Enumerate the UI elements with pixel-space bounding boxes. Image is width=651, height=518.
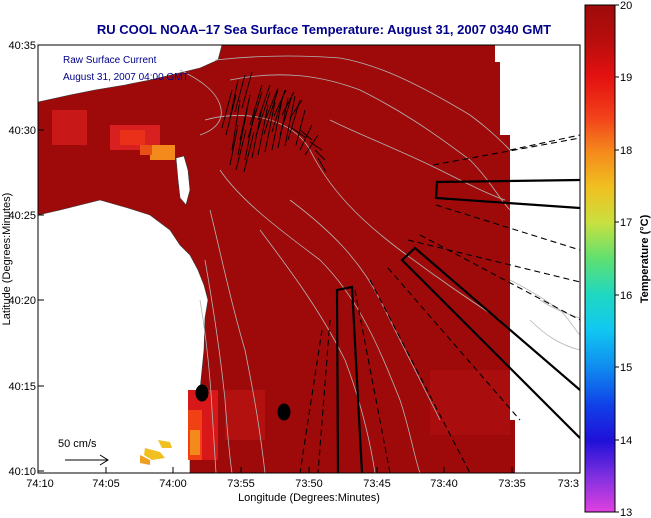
colorbar-tick-label: 13: [620, 507, 632, 518]
y-tick-label: 40:15: [8, 381, 36, 393]
colorbar-tick-label: 19: [620, 72, 632, 84]
colorbar-tick-label: 14: [620, 435, 632, 447]
study-zone-outlines: [335, 178, 580, 473]
sst-patch: [225, 390, 265, 440]
no-data-region-east: [500, 45, 580, 340]
temperature-colorbar: 20 19 18 17 16 15 14 13 Temperature (°C): [584, 0, 651, 518]
y-tick-label: 40:30: [8, 125, 36, 137]
colorbar-tick-label: 18: [620, 145, 632, 157]
scale-label: 50 cm/s: [58, 438, 97, 450]
x-tick-label: 73:40: [430, 478, 458, 490]
y-tick-label: 40:25: [8, 210, 36, 222]
y-tick-label: 40:35: [8, 40, 36, 52]
y-tick-label: 40:10: [8, 466, 36, 478]
land-staten-island: [38, 45, 223, 103]
map-title: RU COOL NOAA–17 Sea Surface Temperature:…: [97, 22, 551, 37]
sst-patch: [430, 370, 510, 435]
no-data-region-southeast: [515, 420, 580, 473]
sst-edge-block: [38, 205, 60, 211]
x-axis-label: Longitude (Degrees:Minutes): [238, 492, 380, 504]
colorbar-tick-label: 15: [620, 362, 632, 374]
surface-current-vectors: [221, 71, 327, 173]
colorbar-tick-label: 20: [620, 0, 632, 12]
y-tick-label: 40:20: [8, 295, 36, 307]
station-marker: [195, 384, 209, 402]
x-tick-label: 73:45: [363, 478, 391, 490]
zone-outline-north: [434, 178, 580, 210]
zone-outline-south: [335, 285, 364, 473]
map-plot-area: [38, 45, 580, 473]
sst-patch: [150, 145, 175, 160]
x-axis: 74:10 74:05 74:00 73:55 73:50 73:45 73:4…: [26, 467, 579, 504]
sst-fragment: [140, 455, 150, 465]
x-tick-label: 74:10: [26, 478, 54, 490]
scale-arrow: [65, 454, 109, 466]
sst-fragment: [144, 448, 165, 460]
y-axis: 40:35 40:30 40:25 40:20 40:15 40:10 Lati…: [1, 40, 44, 478]
sst-patch: [190, 430, 200, 455]
zone-outline-diagonal: [400, 246, 580, 439]
dashed-fan-lines: [299, 134, 580, 473]
land-sandy-hook: [175, 155, 191, 206]
sst-cool-fragments: [140, 440, 172, 465]
sst-patch: [140, 145, 152, 155]
bathymetry-contours-east: [509, 279, 580, 351]
sst-warm-patches: [52, 110, 510, 460]
colorbar-tick-label: 16: [620, 290, 632, 302]
colorbar-tick-label: 17: [620, 217, 632, 229]
current-annotation-line2: August 31, 2007 04:00 GMT: [63, 72, 189, 83]
x-tick-label: 73:3: [558, 478, 579, 490]
sst-patch: [52, 110, 87, 145]
sst-patch: [120, 130, 145, 145]
x-tick-label: 74:00: [159, 478, 187, 490]
colorbar-gradient: [584, 4, 616, 513]
x-tick-label: 73:50: [295, 478, 323, 490]
station-marker: [277, 403, 291, 421]
x-tick-label: 74:05: [92, 478, 120, 490]
y-axis-label: Latitude (Degrees:Minutes): [1, 193, 13, 326]
sst-fragment: [158, 440, 172, 448]
current-annotation-line1: Raw Surface Current: [63, 55, 157, 66]
x-tick-label: 73:55: [227, 478, 255, 490]
colorbar-label: Temperature (°C): [639, 214, 651, 303]
x-tick-label: 73:35: [498, 478, 526, 490]
bathymetry-contours: [179, 55, 511, 473]
